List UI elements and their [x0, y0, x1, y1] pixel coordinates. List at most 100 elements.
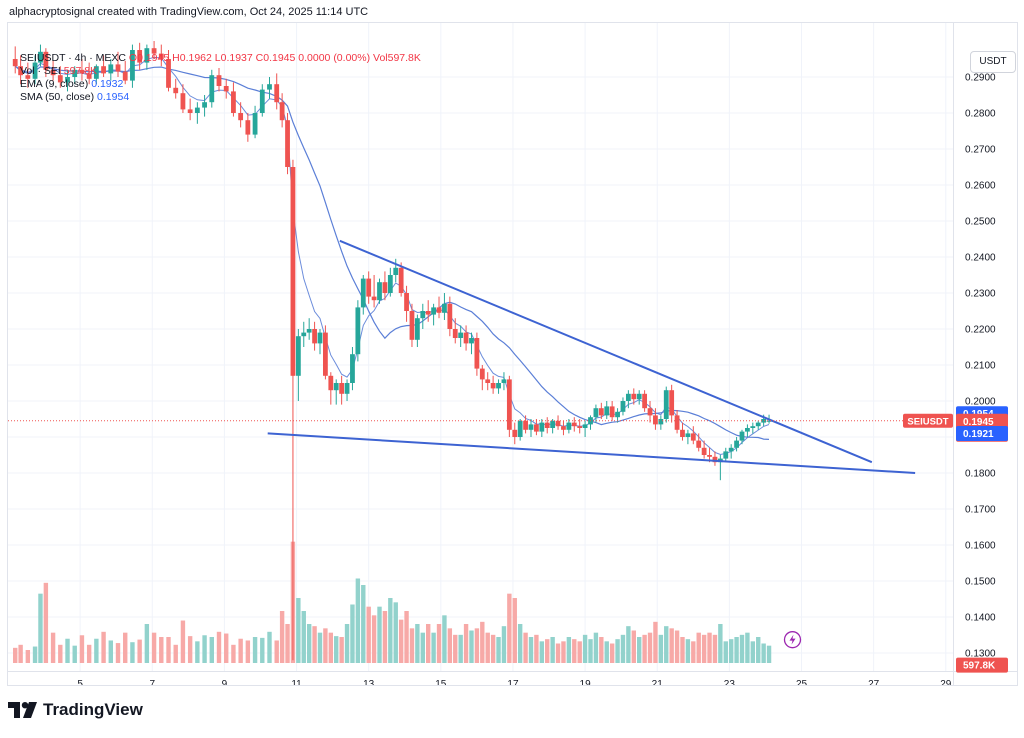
volume-bar — [94, 638, 99, 663]
candle — [506, 375, 512, 437]
candle — [173, 78, 179, 99]
candle — [295, 329, 301, 401]
candle-body — [267, 84, 272, 90]
time-tick-label: 25 — [796, 679, 808, 685]
candle-body — [766, 420, 772, 422]
volume-bar — [58, 644, 63, 663]
candle-body — [355, 307, 361, 355]
volume-bar — [420, 632, 425, 663]
candle-body — [50, 69, 56, 76]
legend-ema-row[interactable]: EMA (9, close) 0.1932 — [20, 78, 421, 91]
candle-body — [350, 354, 355, 383]
candle-body — [571, 422, 577, 427]
volume-bar — [739, 634, 745, 663]
volume-bar — [137, 639, 142, 663]
candle-body — [57, 75, 63, 83]
candle — [360, 275, 366, 315]
candle — [544, 417, 550, 434]
volume-bar — [306, 624, 312, 663]
candle — [474, 332, 480, 376]
candle-body — [620, 401, 626, 412]
legend-change: 0.0000 (0.00%) — [298, 52, 371, 64]
volume-bar — [707, 632, 712, 663]
candle-body — [398, 267, 404, 293]
ema-price-tag-text: 0.1921 — [963, 429, 994, 440]
candle-body — [404, 293, 409, 311]
chart-legend: SEIUSDT · 4h · MEXC O0.1945 H0.1962 L0.1… — [20, 52, 421, 104]
candle — [631, 388, 637, 405]
volume-bar — [474, 628, 480, 663]
candle-body — [593, 408, 599, 418]
candle-body — [180, 93, 186, 110]
volume-bar — [371, 615, 377, 663]
candle — [312, 321, 317, 351]
candle-body — [539, 422, 545, 432]
candle-body — [279, 102, 285, 121]
time-tick-label: 9 — [222, 679, 228, 685]
candle — [728, 444, 734, 459]
volume-bar — [507, 593, 512, 663]
volume-bar — [458, 634, 463, 663]
candle — [301, 321, 307, 347]
volume-bar — [750, 641, 756, 663]
candle-body — [707, 455, 712, 457]
candle-body — [115, 64, 121, 72]
candle-body — [463, 332, 469, 344]
candle-body — [414, 318, 420, 340]
volume-bar — [685, 639, 691, 663]
legend-volume-label: Vol · SEI — [20, 65, 61, 77]
price-chart[interactable]: 0.2900 0.2800 0.2700 0.2600 0.2500 0.2400 0.23… — [8, 23, 1017, 685]
candle-body — [238, 113, 244, 121]
candle — [404, 285, 409, 322]
candle — [431, 303, 437, 326]
volume-bar — [469, 630, 474, 663]
candle — [501, 372, 507, 391]
volume-bar — [18, 644, 23, 663]
candle-body — [387, 275, 393, 293]
candle-body — [93, 66, 99, 79]
legend-volume-row[interactable]: Vol · SEI 597.8K — [20, 65, 421, 78]
candle — [323, 325, 328, 380]
candle — [194, 102, 200, 124]
candle — [609, 401, 615, 421]
lightning-icon[interactable] — [783, 631, 802, 649]
volume-bar — [151, 632, 157, 663]
legend-symbol-row: SEIUSDT · 4h · MEXC O0.1945 H0.1962 L0.1… — [20, 52, 421, 65]
volume-bar — [38, 593, 43, 663]
candle — [350, 347, 355, 391]
candle — [216, 68, 222, 92]
candle — [122, 60, 128, 85]
volume-bar — [447, 628, 453, 663]
candle — [115, 51, 121, 77]
volume-bar — [766, 645, 772, 663]
candle-body — [631, 393, 637, 400]
volume-bar — [415, 624, 420, 663]
time-axis: 5 7 9 11 13 15 17 19 21 23 25 27 29 — [77, 679, 951, 685]
candle — [663, 386, 669, 423]
volume-bar — [65, 638, 70, 663]
candle-body — [328, 375, 334, 391]
volume-bar — [593, 632, 599, 663]
volume-bar — [512, 598, 517, 663]
volume-bar — [108, 640, 113, 663]
price-tick-label: 0.2700 — [965, 145, 996, 156]
candle-body — [173, 87, 179, 94]
upper-trendline — [339, 239, 873, 464]
candle-body — [458, 332, 464, 338]
volume-bar — [260, 637, 265, 663]
tradingview-branding: TradingView — [8, 700, 143, 720]
legend-symbol[interactable]: SEIUSDT · 4h · MEXC — [20, 52, 126, 64]
candle — [447, 296, 453, 337]
volume-bar — [159, 637, 164, 663]
volume-bar — [216, 631, 222, 663]
currency-button[interactable]: USDT — [970, 51, 1016, 73]
candle — [223, 78, 229, 99]
candle-body — [712, 456, 718, 463]
volume-bar — [669, 628, 674, 663]
legend-sma-row[interactable]: SMA (50, close) 0.1954 — [20, 91, 421, 104]
candle-body — [680, 429, 685, 437]
volume-bar — [285, 624, 290, 663]
candle-body — [485, 379, 491, 383]
candle — [647, 401, 653, 423]
volume-bar — [267, 631, 272, 663]
